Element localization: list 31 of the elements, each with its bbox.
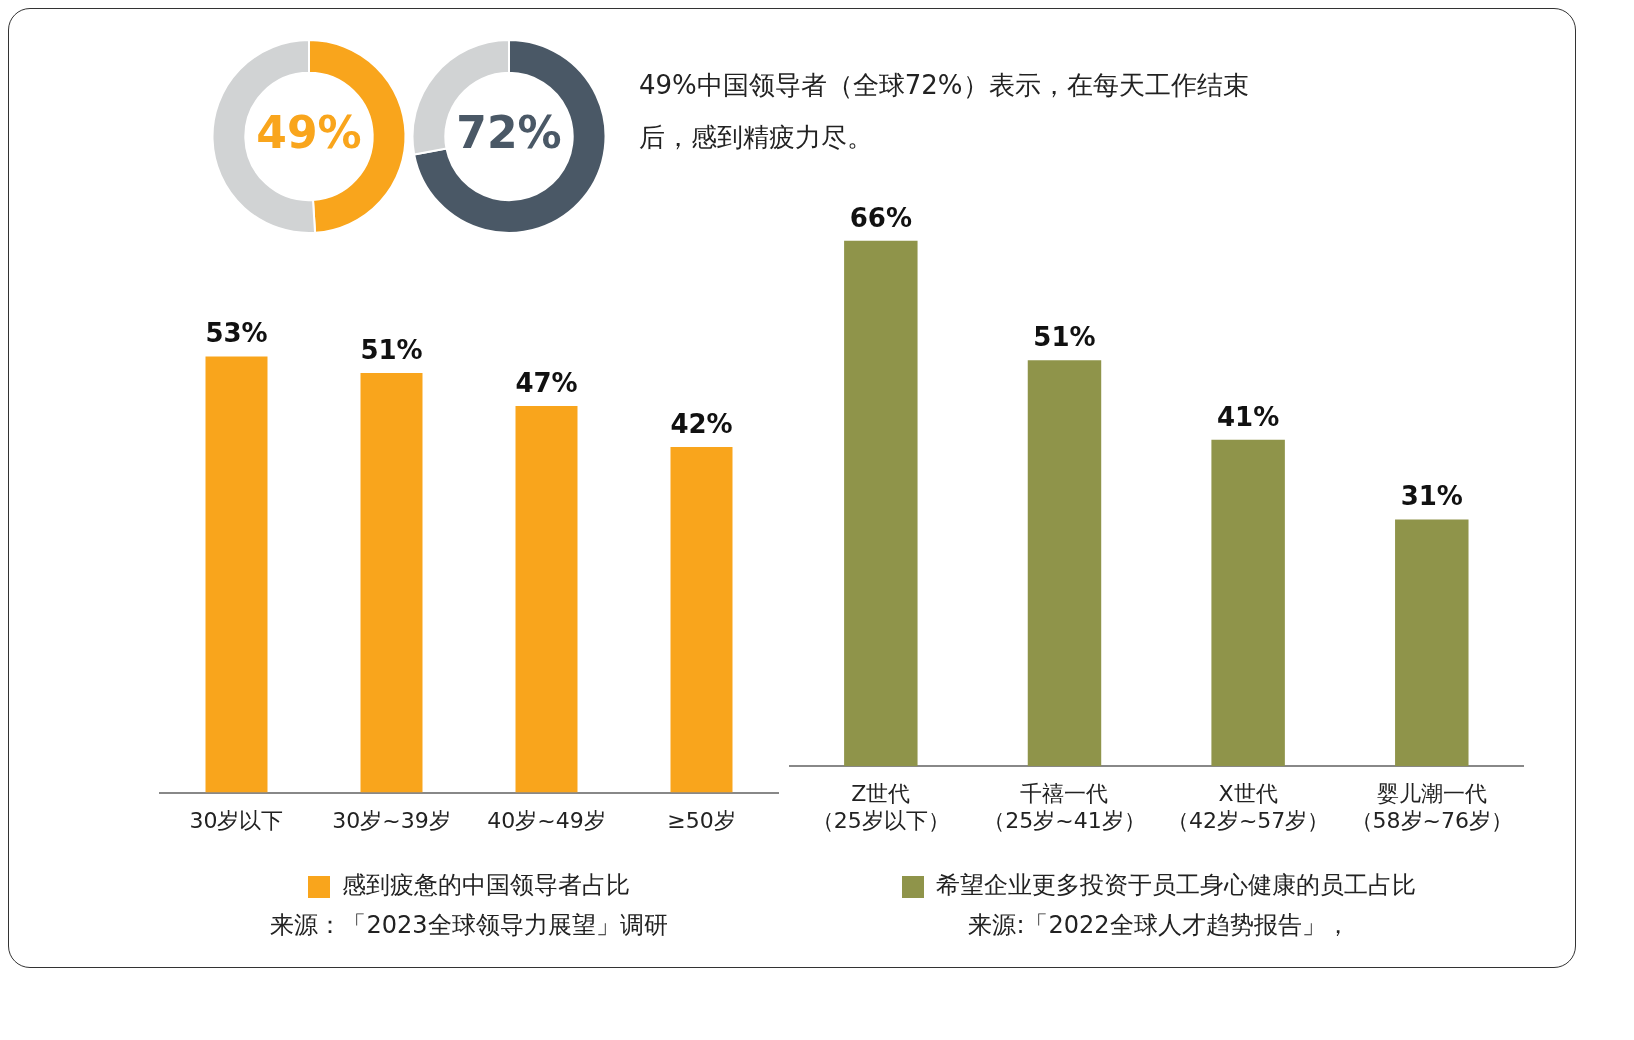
data-label: 41% [1217,401,1280,432]
bar [515,405,578,793]
data-label: 53% [205,318,268,349]
source-note: 来源：「2023全球领导力展望」调研 [269,910,669,941]
data-label: 49% [256,106,362,158]
data-label: 72% [456,106,562,158]
data-label: 42% [670,408,733,439]
bar [1211,439,1285,767]
x-tick-label: 30岁~39岁 [332,807,451,833]
bar [1395,519,1469,767]
legend-label: 感到疲惫的中国领导者占比 [342,871,630,900]
x-tick-label: 40岁~49岁 [487,807,606,833]
data-label: 66% [849,202,912,233]
source-note: 来源:「2022全球人才趋势报告」， [967,910,1351,941]
x-tick-label: X世代（42岁~57岁） [1166,781,1330,833]
x-tick-label: 婴儿潮一代（58岁~76岁） [1350,781,1513,833]
data-label: 31% [1400,481,1463,512]
data-label: 51% [360,334,423,365]
bar [205,356,268,793]
data-label: 47% [515,367,578,398]
legend-label: 希望企业更多投资于员工身心健康的员工占比 [936,871,1416,900]
text: 49%中国领导者（全球72%）表示，在每天工作结束后，感到精疲力尽。 [639,69,1250,154]
data-label: 51% [1033,321,1096,352]
x-tick-label: ≥50岁 [667,807,736,833]
x-tick-label: 千禧一代（25岁~41岁） [983,781,1146,833]
x-tick-label: Z世代（25岁以下） [811,781,950,833]
bar [670,447,733,793]
bar [844,240,918,767]
bar [1027,360,1102,767]
x-tick-label: 30岁以下 [189,807,284,833]
bar [360,373,423,793]
